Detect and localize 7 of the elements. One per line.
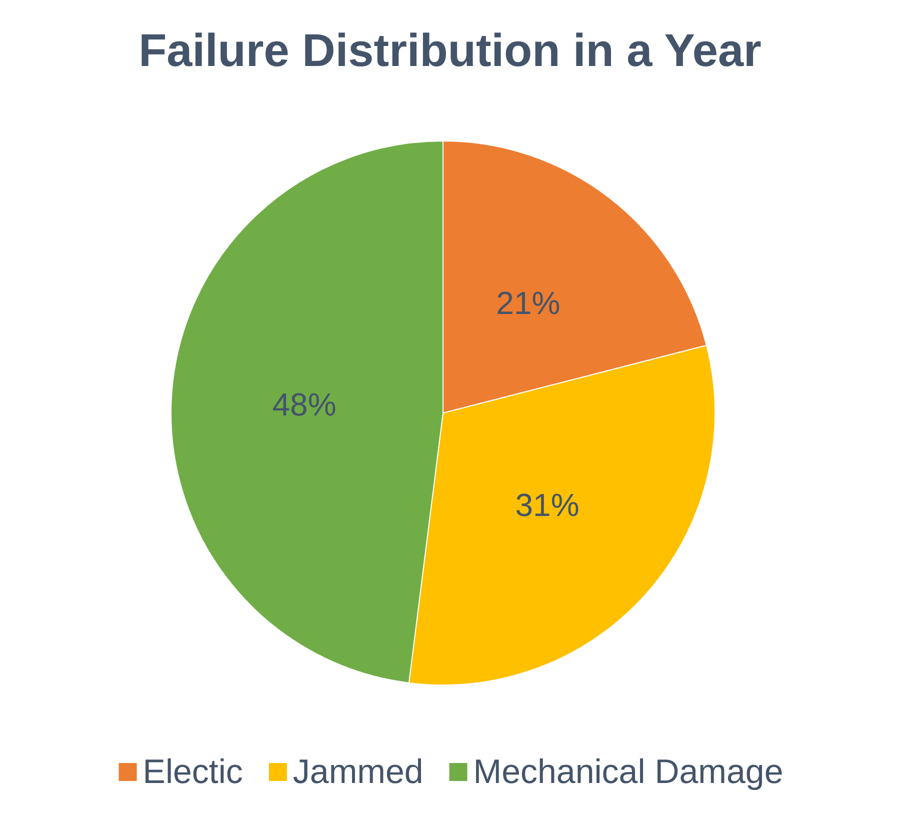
- data-label: 21%: [496, 285, 560, 322]
- data-label: 31%: [515, 486, 580, 523]
- legend-label: Jammed: [292, 753, 424, 791]
- legend-label: Mechanical Damage: [473, 753, 784, 791]
- legend-label: Electic: [142, 753, 243, 791]
- data-label: 48%: [272, 386, 336, 422]
- chart-title: Failure Distribution in a Year: [138, 24, 762, 76]
